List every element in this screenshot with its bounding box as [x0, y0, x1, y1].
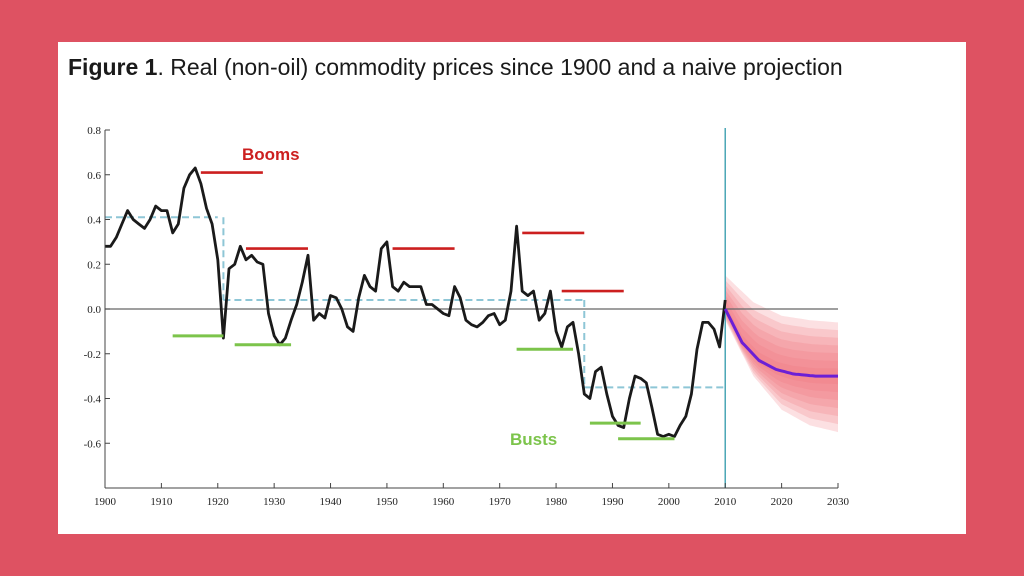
x-tick-label: 1990	[601, 496, 624, 508]
x-tick-label: 1960	[432, 496, 455, 508]
y-tick-label: -0.4	[84, 394, 102, 406]
y-tick-label: 0.4	[87, 215, 101, 227]
price-series-line	[105, 166, 727, 438]
fan-band-3	[725, 294, 838, 401]
fan-band-2	[725, 299, 838, 393]
fan-band-4	[725, 289, 838, 409]
x-tick-label: 2000	[658, 496, 681, 508]
x-tick-label: 1950	[376, 496, 399, 508]
fan-band-6	[725, 280, 838, 425]
y-tick-label: 0.2	[87, 259, 101, 271]
y-tick-label: 0.8	[87, 125, 101, 137]
x-tick-label: 2020	[771, 496, 794, 508]
figure-card: Figure 1. Real (non-oil) commodity price…	[58, 42, 966, 534]
y-tick-label: -0.2	[84, 349, 101, 361]
x-tick-label: 1980	[545, 496, 568, 508]
x-tick-label: 2010	[714, 496, 737, 508]
figure-caption: . Real (non-oil) commodity prices since …	[157, 54, 843, 80]
figure-label: Figure 1	[68, 54, 158, 80]
busts-annotation: Busts	[510, 430, 557, 449]
commodity-price-chart: 0.8 0.6 0.4 0.2 0.0 -0.2 -0.4 -0.6 1900 1910 1920 1…	[84, 125, 850, 508]
x-tick-label: 2030	[827, 496, 850, 508]
y-tick-label: 0.6	[87, 170, 101, 182]
x-tick-label: 1910	[150, 496, 173, 508]
x-tick-label: 1970	[489, 496, 512, 508]
x-tick-label: 1930	[263, 496, 286, 508]
fan-band-7	[725, 275, 838, 433]
x-tick-label: 1920	[207, 496, 230, 508]
fan-band-5	[725, 285, 838, 417]
figure-title: Figure 1. Real (non-oil) commodity price…	[68, 54, 843, 81]
y-tick-label: 0.0	[87, 304, 101, 316]
booms-annotation: Booms	[242, 145, 300, 164]
x-tick-label: 1940	[320, 496, 343, 508]
x-tick-label: 1900	[94, 496, 117, 508]
y-tick-label: -0.6	[84, 438, 102, 450]
projection-line	[723, 308, 838, 378]
